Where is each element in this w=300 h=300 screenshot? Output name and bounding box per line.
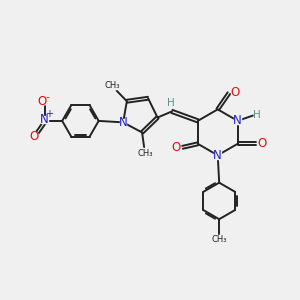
Bar — [232, 90, 239, 95]
Bar — [120, 119, 126, 126]
Text: O: O — [258, 137, 267, 150]
Bar — [254, 112, 260, 118]
Text: CH₃: CH₃ — [137, 149, 153, 158]
Text: N: N — [119, 116, 128, 129]
Text: +: + — [46, 110, 53, 119]
Text: N: N — [233, 114, 242, 127]
Text: N: N — [213, 149, 222, 162]
Bar — [31, 134, 38, 140]
Text: O: O — [37, 95, 46, 108]
Bar — [214, 152, 221, 158]
Text: H: H — [167, 98, 174, 108]
Text: CH₃: CH₃ — [212, 235, 227, 244]
Bar — [173, 145, 179, 151]
Bar — [214, 236, 224, 242]
Bar — [168, 100, 173, 105]
Text: O: O — [231, 86, 240, 99]
Bar — [234, 118, 241, 124]
Bar — [107, 83, 117, 89]
Bar — [259, 141, 266, 147]
Text: -: - — [46, 92, 50, 102]
Text: O: O — [171, 141, 181, 154]
Bar — [38, 98, 45, 104]
Text: N: N — [40, 113, 49, 126]
Bar — [41, 116, 48, 123]
Text: CH₃: CH₃ — [104, 82, 120, 91]
Text: O: O — [30, 130, 39, 143]
Text: H: H — [253, 110, 260, 120]
Bar — [140, 151, 150, 156]
